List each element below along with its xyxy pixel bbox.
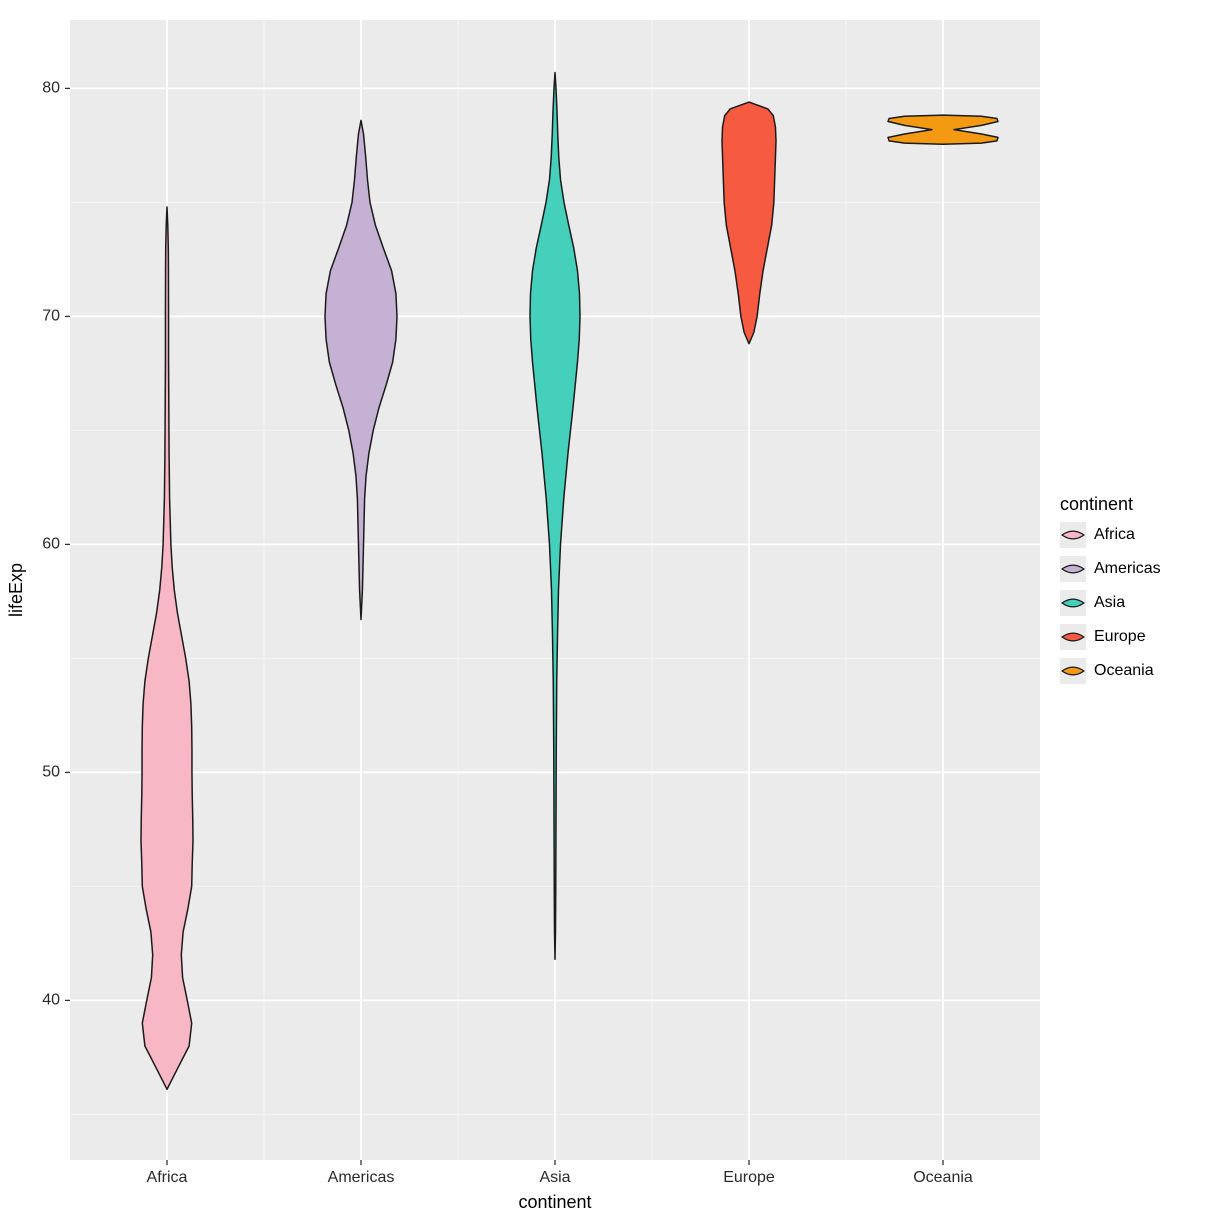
y-axis-label: lifeExp: [6, 563, 26, 617]
y-tick-label: 40: [42, 992, 60, 1009]
x-tick-label: Americas: [328, 1169, 395, 1186]
y-tick-label: 70: [42, 308, 60, 325]
legend-item-label: Asia: [1094, 594, 1125, 611]
violin-chart: 40 50 60 70 80 Africa Americas Asia Europe Oceani…: [0, 0, 1224, 1224]
x-tick-label: Asia: [539, 1169, 570, 1186]
legend-title: continent: [1060, 494, 1133, 514]
y-tick-label: 50: [42, 764, 60, 781]
legend-item-label: Oceania: [1094, 662, 1154, 679]
legend-item-label: Africa: [1094, 526, 1135, 543]
legend-item-label: Americas: [1094, 560, 1161, 577]
y-tick-label: 60: [42, 536, 60, 553]
legend-item-label: Europe: [1094, 628, 1146, 645]
chart-container: 40 50 60 70 80 Africa Americas Asia Europe Oceani…: [0, 0, 1224, 1224]
x-axis-label: continent: [518, 1192, 591, 1212]
x-tick-label: Oceania: [913, 1169, 973, 1186]
x-tick-label: Europe: [723, 1169, 775, 1186]
x-tick-label: Africa: [147, 1169, 188, 1186]
y-tick-label: 80: [42, 80, 60, 97]
